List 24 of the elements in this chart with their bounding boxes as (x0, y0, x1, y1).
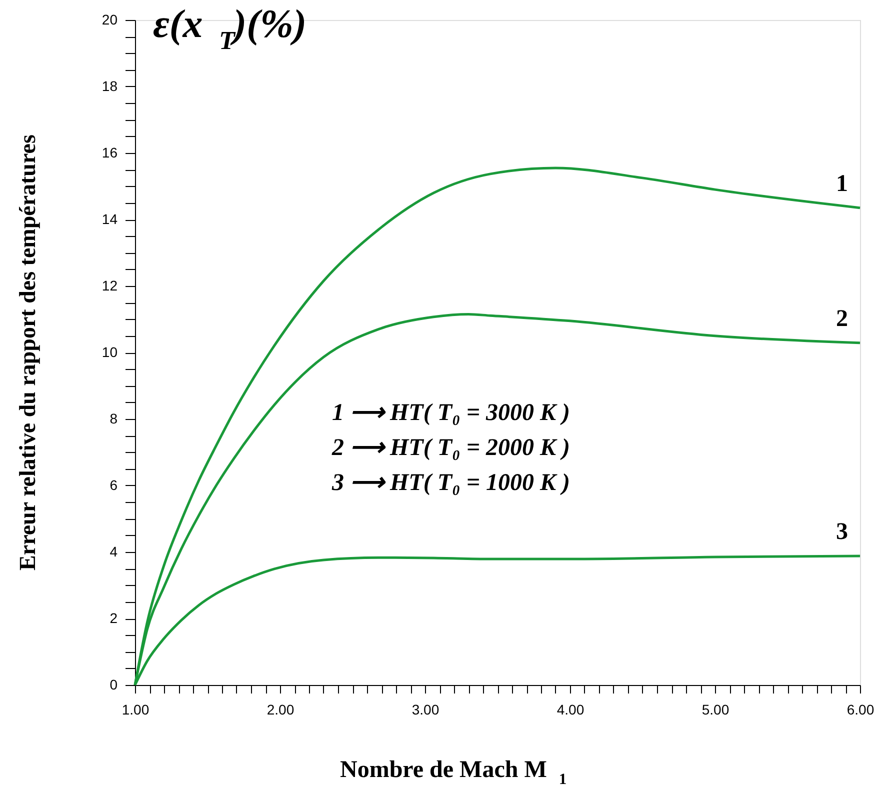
y-tick-label: 2 (110, 610, 118, 626)
y-tick-label: 0 (110, 676, 118, 692)
annotation: 3 ⟶ HT( T₀ = 1000 K ) (331, 470, 570, 496)
x-tick-label: 3.00 (412, 702, 440, 718)
x-tick-label: 1.00 (122, 702, 150, 718)
x-tick-label: 6.00 (846, 702, 874, 718)
annotation: 2 ⟶ HT( T₀ = 2000 K ) (331, 435, 570, 461)
x-tick-label: 5.00 (702, 702, 730, 718)
y-tick-label: 6 (110, 477, 118, 493)
y-tick-label: 10 (102, 344, 118, 360)
y-tick-label: 16 (102, 144, 118, 160)
y-tick-label: 4 (110, 544, 118, 560)
annotation: 1 (836, 170, 848, 197)
annotation: 2 (836, 306, 848, 332)
y-tick-label: 14 (102, 211, 118, 227)
y-tick-label: 8 (110, 410, 118, 426)
y-tick-label: 18 (102, 78, 118, 94)
x-tick-label: 4.00 (556, 702, 584, 718)
y-tick-label: 20 (102, 12, 118, 28)
annotation: 1 ⟶ HT( T₀ = 3000 K ) (332, 400, 570, 426)
annotation: 3 (836, 518, 848, 545)
y-axis-title: Erreur relative du rapport des températures (15, 134, 40, 570)
x-tick-label: 2.00 (266, 702, 294, 718)
y-tick-label: 12 (102, 278, 118, 294)
